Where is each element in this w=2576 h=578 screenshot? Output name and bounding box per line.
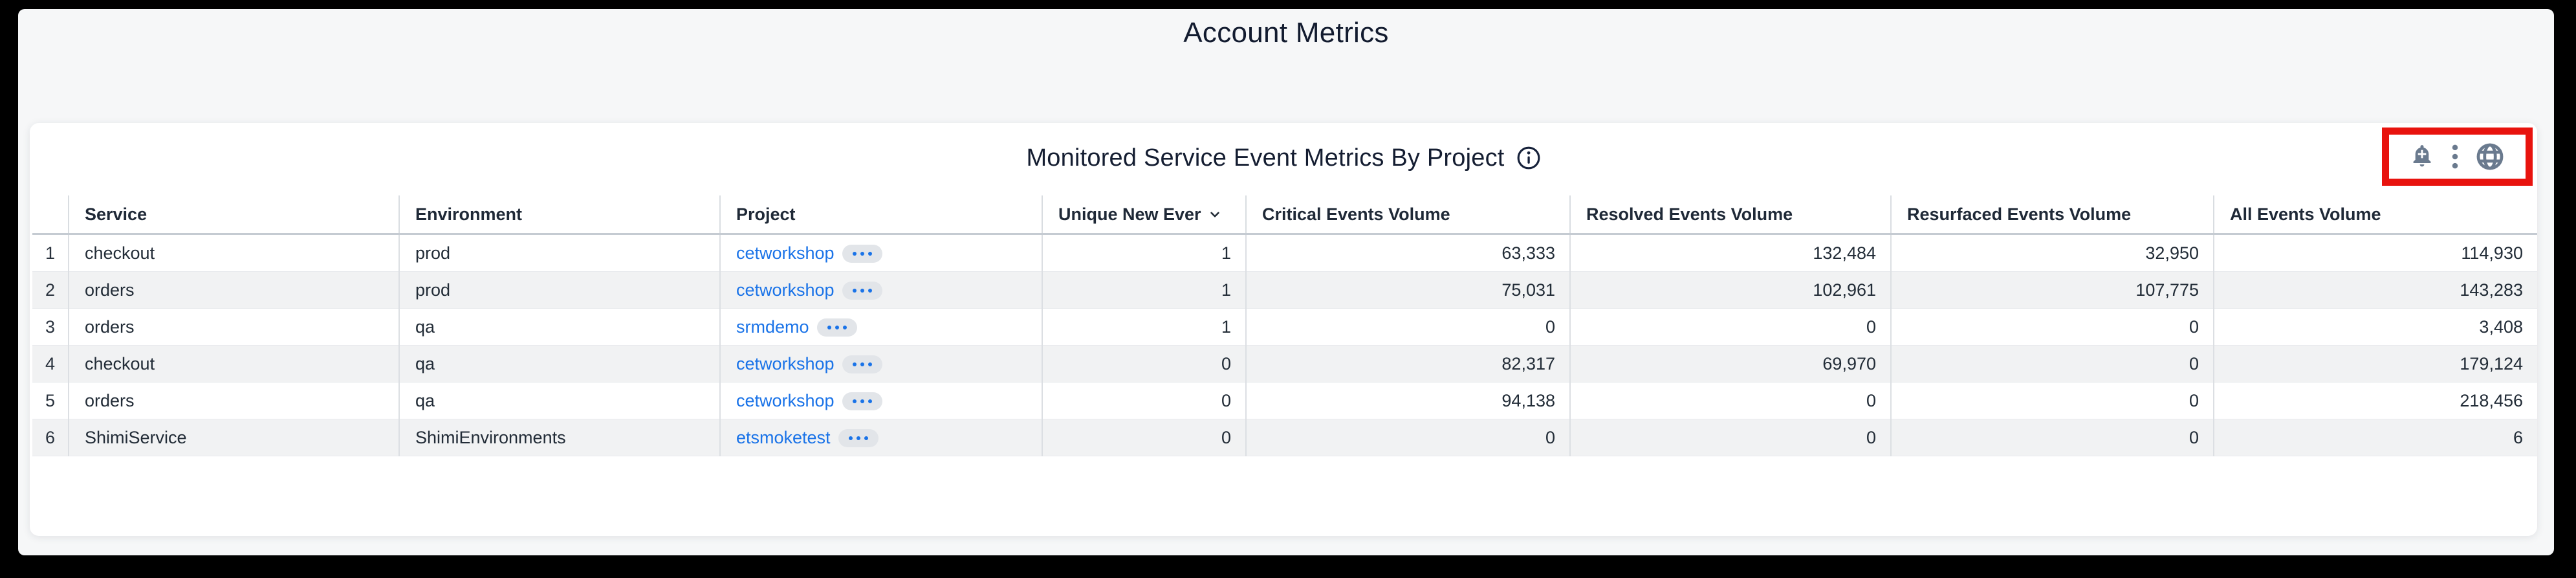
environment-cell: qa: [398, 308, 720, 346]
environment-cell: ShimiEnvironments: [398, 419, 720, 456]
resolved-events-cell: 102,961: [1569, 271, 1891, 309]
ellipsis-badge[interactable]: [842, 355, 882, 374]
all-events-cell: 179,124: [2213, 345, 2537, 383]
row-number-cell: 3: [32, 308, 69, 346]
kebab-menu-icon[interactable]: [2451, 144, 2459, 170]
page-title: Account Metrics: [1183, 17, 1389, 49]
service-cell: orders: [68, 271, 399, 309]
environment-cell: prod: [398, 234, 720, 272]
unique-new-ever-cell: 0: [1042, 345, 1246, 383]
project-cell: srmdemo: [719, 308, 1042, 346]
critical-events-cell: 63,333: [1245, 234, 1570, 272]
unique-new-ever-cell: 0: [1042, 419, 1246, 456]
resolved-events-cell: 0: [1569, 308, 1891, 346]
service-cell: checkout: [68, 234, 399, 272]
all-events-cell: 218,456: [2213, 382, 2537, 419]
table-body: 1 checkout prod cetworkshop 1 63,333 132…: [32, 234, 2537, 456]
row-number-header: [32, 195, 69, 235]
resurfaced-events-cell: 0: [1890, 308, 2214, 346]
row-number-cell: 1: [32, 234, 69, 272]
resurfaced-events-cell: 0: [1890, 419, 2214, 456]
ellipsis-badge[interactable]: [842, 245, 882, 263]
project-link[interactable]: cetworkshop: [736, 390, 835, 410]
chevron-down-icon[interactable]: [1206, 206, 1223, 223]
all-events-cell: 3,408: [2213, 308, 2537, 346]
globe-icon[interactable]: [2475, 142, 2505, 172]
project-cell: cetworkshop: [719, 234, 1042, 272]
service-cell: ShimiService: [68, 419, 399, 456]
annotation-highlight-box: [2382, 128, 2533, 186]
project-cell: cetworkshop: [719, 345, 1042, 383]
column-header-project[interactable]: Project: [719, 195, 1042, 235]
dashboard-page: Account Metrics Monitored Service Event …: [18, 9, 2554, 555]
resurfaced-events-cell: 107,775: [1890, 271, 2214, 309]
table-row: 1 checkout prod cetworkshop 1 63,333 132…: [32, 234, 2537, 272]
table-row: 2 orders prod cetworkshop 1 75,031 102,9…: [32, 271, 2537, 309]
unique-new-ever-cell: 1: [1042, 234, 1246, 272]
ellipsis-badge[interactable]: [842, 392, 882, 411]
panel-card: Monitored Service Event Metrics By Proje…: [30, 123, 2537, 536]
column-header-environment[interactable]: Environment: [398, 195, 720, 235]
critical-events-cell: 0: [1245, 308, 1570, 346]
unique-new-ever-cell: 1: [1042, 271, 1246, 309]
table-header-row: Service Environment Project Unique New E…: [32, 195, 2537, 235]
info-icon[interactable]: [1516, 146, 1541, 170]
panel-title-row: Monitored Service Event Metrics By Proje…: [30, 141, 2537, 175]
project-link[interactable]: etsmoketest: [736, 427, 831, 447]
project-cell: cetworkshop: [719, 382, 1042, 419]
ellipsis-badge[interactable]: [838, 429, 879, 448]
ellipsis-badge[interactable]: [816, 318, 857, 337]
resolved-events-cell: 0: [1569, 419, 1891, 456]
project-link[interactable]: cetworkshop: [736, 280, 835, 300]
row-number-cell: 6: [32, 419, 69, 456]
environment-cell: qa: [398, 345, 720, 383]
column-header-resurfaced[interactable]: Resurfaced Events Volume: [1890, 195, 2214, 235]
row-number-cell: 4: [32, 345, 69, 383]
project-link[interactable]: srmdemo: [736, 317, 809, 337]
all-events-cell: 6: [2213, 419, 2537, 456]
column-header-all-events[interactable]: All Events Volume: [2213, 195, 2537, 235]
column-header-resolved[interactable]: Resolved Events Volume: [1569, 195, 1891, 235]
critical-events-cell: 82,317: [1245, 345, 1570, 383]
critical-events-cell: 75,031: [1245, 271, 1570, 309]
environment-cell: qa: [398, 382, 720, 419]
service-cell: checkout: [68, 345, 399, 383]
project-cell: etsmoketest: [719, 419, 1042, 456]
resurfaced-events-cell: 0: [1890, 345, 2214, 383]
column-header-critical[interactable]: Critical Events Volume: [1245, 195, 1570, 235]
critical-events-cell: 94,138: [1245, 382, 1570, 419]
column-header-service[interactable]: Service: [68, 195, 399, 235]
column-header-unique-new-ever[interactable]: Unique New Ever: [1042, 195, 1246, 235]
table-row: 4 checkout qa cetworkshop 0 82,317 69,97…: [32, 345, 2537, 383]
project-cell: cetworkshop: [719, 271, 1042, 309]
project-link[interactable]: cetworkshop: [736, 243, 835, 263]
ellipsis-badge[interactable]: [842, 282, 882, 300]
metrics-table: Service Environment Project Unique New E…: [32, 195, 2537, 456]
resolved-events-cell: 132,484: [1569, 234, 1891, 272]
all-events-cell: 114,930: [2213, 234, 2537, 272]
row-number-cell: 5: [32, 382, 69, 419]
row-number-cell: 2: [32, 271, 69, 309]
resolved-events-cell: 69,970: [1569, 345, 1891, 383]
resurfaced-events-cell: 0: [1890, 382, 2214, 419]
critical-events-cell: 0: [1245, 419, 1570, 456]
table-row: 5 orders qa cetworkshop 0 94,138 0 0 218…: [32, 382, 2537, 419]
bell-plus-icon[interactable]: [2410, 144, 2434, 170]
table-row: 6 ShimiService ShimiEnvironments etsmoke…: [32, 419, 2537, 456]
unique-new-ever-cell: 0: [1042, 382, 1246, 419]
table-row: 3 orders qa srmdemo 1 0 0 0 3,408: [32, 308, 2537, 346]
panel-title: Monitored Service Event Metrics By Proje…: [1026, 144, 1505, 172]
column-header-label: Unique New Ever: [1058, 204, 1201, 224]
service-cell: orders: [68, 382, 399, 419]
service-cell: orders: [68, 308, 399, 346]
environment-cell: prod: [398, 271, 720, 309]
resolved-events-cell: 0: [1569, 382, 1891, 419]
unique-new-ever-cell: 1: [1042, 308, 1246, 346]
project-link[interactable]: cetworkshop: [736, 353, 835, 373]
resurfaced-events-cell: 32,950: [1890, 234, 2214, 272]
all-events-cell: 143,283: [2213, 271, 2537, 309]
